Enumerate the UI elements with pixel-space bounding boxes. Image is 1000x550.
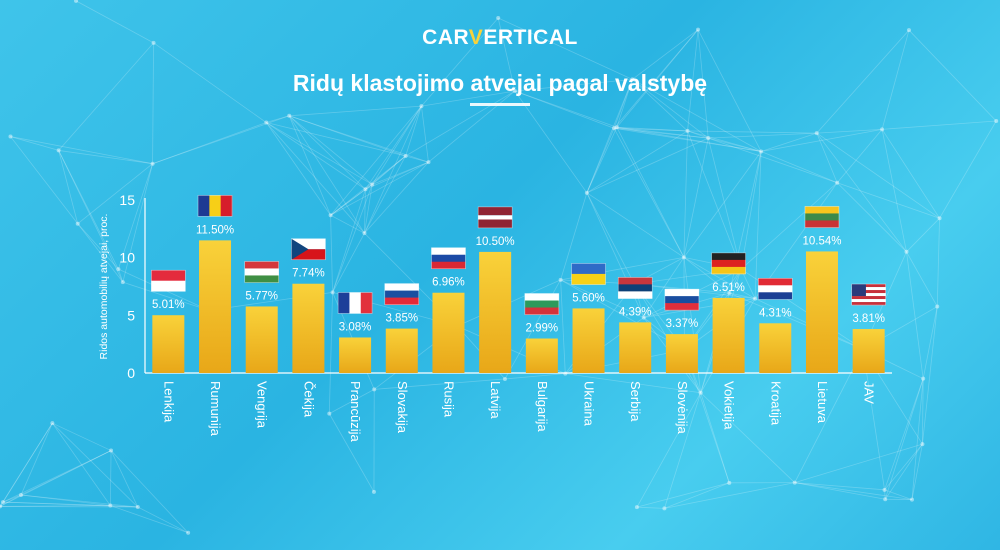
flag-icon [757, 277, 793, 300]
flag-icon [804, 206, 840, 228]
bar-3 [245, 306, 278, 373]
flag-icon [337, 292, 373, 314]
y-tick-label: 10 [119, 250, 135, 266]
value-label: 2.99% [526, 323, 559, 335]
x-tick-label: Rusija [441, 381, 456, 418]
flag-icon [431, 247, 466, 270]
x-tick-label: Latvija [488, 381, 503, 419]
x-tick-label: Vengrija [255, 381, 270, 429]
flag-icon [151, 269, 186, 292]
x-tick-label: Vokietija [722, 381, 737, 430]
value-label: 4.31% [759, 307, 792, 319]
y-tick-label: 15 [119, 192, 135, 208]
value-label: 6.51% [712, 282, 745, 294]
flag-icon [571, 263, 606, 285]
bar-11 [619, 322, 652, 373]
x-tick-label: Ukraina [582, 381, 597, 427]
x-tick-label: Čekija [301, 381, 316, 418]
value-label: 3.81% [852, 313, 885, 325]
value-label: 4.39% [619, 306, 652, 318]
value-label: 6.96% [432, 277, 465, 289]
value-label: 10.50% [476, 236, 515, 248]
value-label: 3.08% [339, 321, 372, 333]
flag-icon [384, 283, 420, 305]
carvertical-logo: CARVERTICAL [422, 26, 578, 49]
bar-1 [152, 315, 185, 373]
bar-5 [339, 337, 372, 373]
value-label: 5.77% [245, 290, 278, 302]
x-tick-label: Rumunija [208, 381, 223, 437]
bar-12 [665, 334, 698, 373]
bar-14 [759, 323, 792, 373]
x-tick-label: Bulgarija [535, 381, 550, 432]
y-axis-label: Ridos automobilių atvejai, proc. [98, 214, 110, 360]
bar-9 [525, 338, 558, 373]
value-label: 7.74% [292, 268, 325, 280]
bar-15 [805, 251, 838, 373]
y-tick-label: 5 [127, 307, 135, 323]
bar-4 [292, 283, 325, 373]
y-tick-label: 0 [127, 365, 135, 381]
bar-7 [432, 292, 465, 373]
value-label: 3.85% [385, 313, 418, 325]
flag-icon [664, 288, 700, 311]
x-tick-label: Serbija [628, 381, 643, 422]
bar-13 [712, 297, 745, 373]
x-tick-label: Slovakija [395, 381, 410, 434]
flag-icon [197, 195, 233, 217]
flag-icon [244, 261, 280, 283]
flag-icon [291, 238, 326, 261]
bar-10 [572, 308, 605, 373]
x-tick-label: JAV [862, 381, 877, 404]
x-tick-label: Kroatija [768, 381, 783, 426]
bar-2 [199, 240, 232, 373]
title-underline [470, 103, 530, 106]
value-label: 5.01% [152, 299, 185, 311]
chart-title: Ridų klastojimo atvejai pagal valstybę [292, 70, 708, 96]
x-tick-label: Lietuva [815, 381, 830, 424]
x-tick-label: Prancūzija [348, 381, 363, 442]
bar-16 [852, 329, 885, 373]
x-tick-label: Lenkija [161, 381, 176, 423]
value-label: 3.37% [666, 318, 699, 330]
value-label: 5.60% [572, 292, 605, 304]
flag-icon [711, 252, 746, 275]
x-tick-label: Slovėnija [675, 381, 690, 435]
flag-icon [851, 283, 886, 306]
flag-icon [477, 206, 513, 229]
flag-icon [524, 293, 560, 315]
flag-icon [617, 277, 653, 299]
value-label: 10.54% [802, 235, 841, 247]
value-label: 11.50% [196, 224, 234, 236]
bar-6 [385, 328, 418, 373]
bar-8 [479, 251, 512, 373]
